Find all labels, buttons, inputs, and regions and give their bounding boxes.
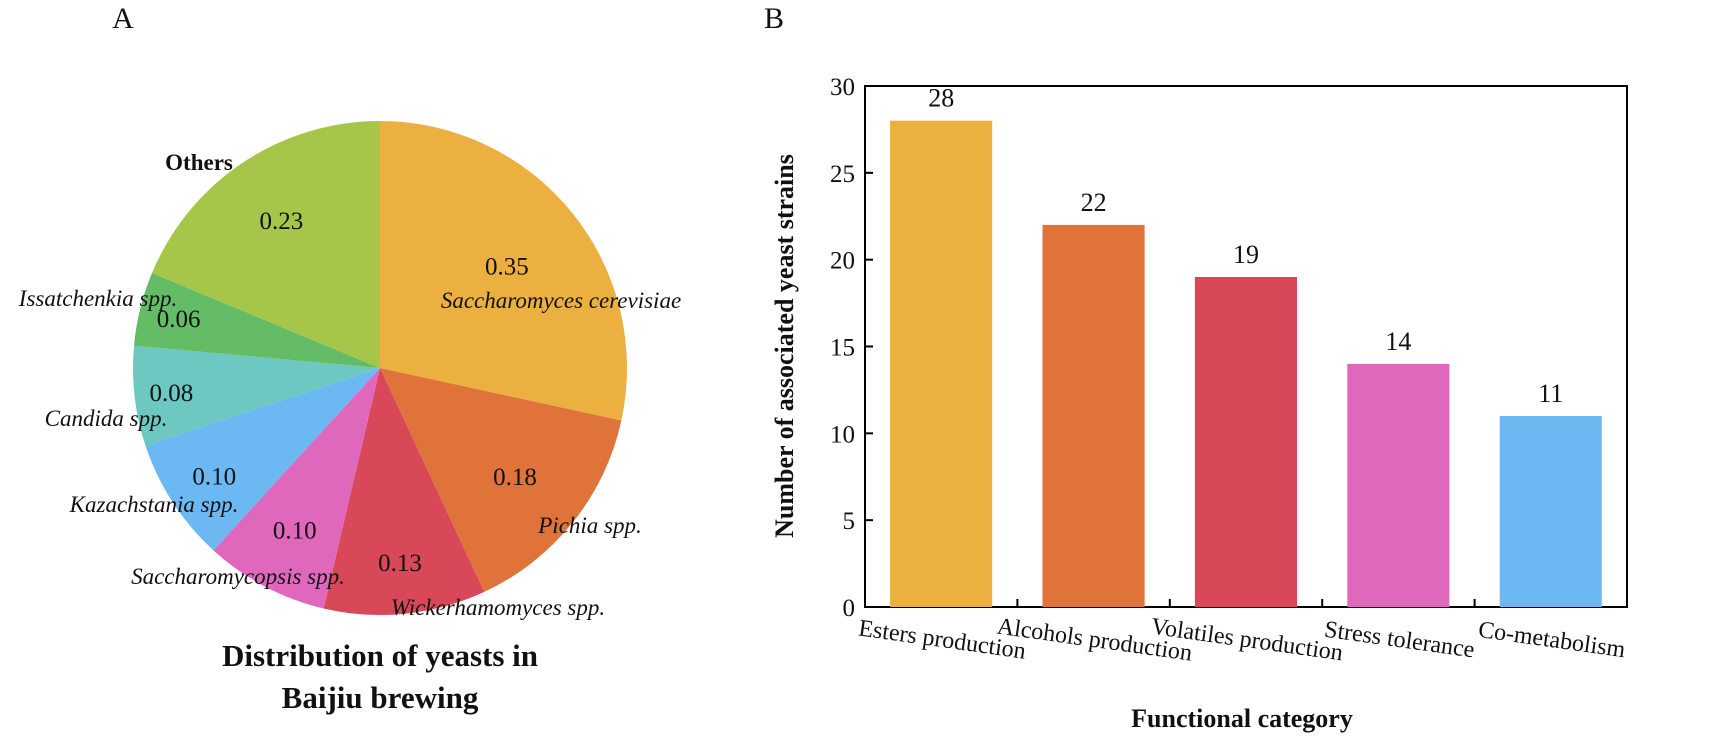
bar-volatiles-production — [1194, 277, 1297, 607]
pie-slice-others — [152, 121, 380, 368]
pie-value-label: 0.35 — [485, 254, 529, 281]
pie-value-label: 0.10 — [192, 464, 236, 491]
y-tick-label: 25 — [830, 161, 855, 188]
bar-co-metabolism — [1499, 416, 1602, 607]
bar-esters-production — [890, 120, 993, 607]
pie-name-label: Saccharomyces cerevisiae — [441, 288, 681, 313]
pie-value-label: 0.18 — [493, 464, 537, 491]
bar-value-label: 11 — [1538, 379, 1563, 408]
pie-slice-pichia-spp — [380, 368, 622, 592]
pie-value-label: 0.13 — [378, 550, 422, 577]
pie-value-label: 0.10 — [273, 518, 317, 545]
pie-name-label: Issatchenkia spp. — [18, 286, 177, 311]
y-axis-ticks: 0 5 10 15 20 25 30 — [830, 74, 873, 622]
y-tick-label: 5 — [843, 508, 856, 535]
pie-name-label: Wickerhamomyces spp. — [391, 595, 605, 620]
pie-value-label: 0.08 — [150, 380, 194, 407]
pie-slice-wickerhamomyces-spp — [323, 368, 485, 615]
category-label: Co-metabolism — [1477, 617, 1627, 663]
bar-value-label: 19 — [1233, 240, 1259, 269]
pie-value-label: 0.06 — [157, 306, 201, 333]
bar-value-label: 28 — [928, 84, 954, 113]
category-label: Stress tolerance — [1323, 617, 1476, 664]
panel-label-b: B — [764, 2, 784, 35]
x-axis-ticks — [1016, 599, 1476, 607]
pie-slice-issatchenkia-spp — [134, 272, 380, 368]
pie-slice-candida-spp — [133, 345, 380, 446]
pie-name-label: Others — [165, 150, 233, 175]
y-tick-label: 15 — [830, 335, 855, 362]
pie-value-label: 0.23 — [260, 208, 304, 235]
panel-label-a: A — [112, 2, 134, 35]
y-tick-label: 20 — [830, 248, 855, 275]
pie-name-label: Kazachstania spp. — [69, 492, 239, 517]
pie-slices — [133, 121, 627, 615]
y-axis-title: Number of associated yeast strains — [770, 154, 799, 538]
pie-name-label: Saccharomycopsis spp. — [131, 564, 345, 589]
x-axis-title: Functional category — [1131, 704, 1353, 733]
bars — [890, 120, 1602, 607]
bar-chart: 0 5 10 15 20 25 30 28 22 19 14 11 Esters productio… — [770, 74, 1628, 733]
y-tick-label: 30 — [830, 74, 855, 101]
pie-slice-saccharomycopsis-spp — [213, 368, 380, 609]
y-tick-label: 0 — [843, 595, 856, 622]
y-tick-label: 10 — [830, 421, 855, 448]
pie-name-label: Candida spp. — [45, 406, 168, 431]
bar-value-label: 22 — [1081, 188, 1107, 217]
pie-title-line-2: Baijiu brewing — [282, 680, 479, 715]
pie-title-line-1: Distribution of yeasts in — [222, 638, 538, 673]
bar-alcohols-production — [1042, 224, 1145, 607]
bar-value-label: 14 — [1385, 327, 1411, 356]
pie-slice-kazachstania-spp — [145, 368, 380, 551]
pie-slice-saccharomyces-cerevisiae — [380, 121, 627, 421]
bar-stress-tolerance — [1347, 363, 1450, 607]
pie-name-label: Pichia spp. — [537, 513, 642, 538]
bar-value-labels: 28 22 19 14 11 — [928, 84, 1563, 408]
